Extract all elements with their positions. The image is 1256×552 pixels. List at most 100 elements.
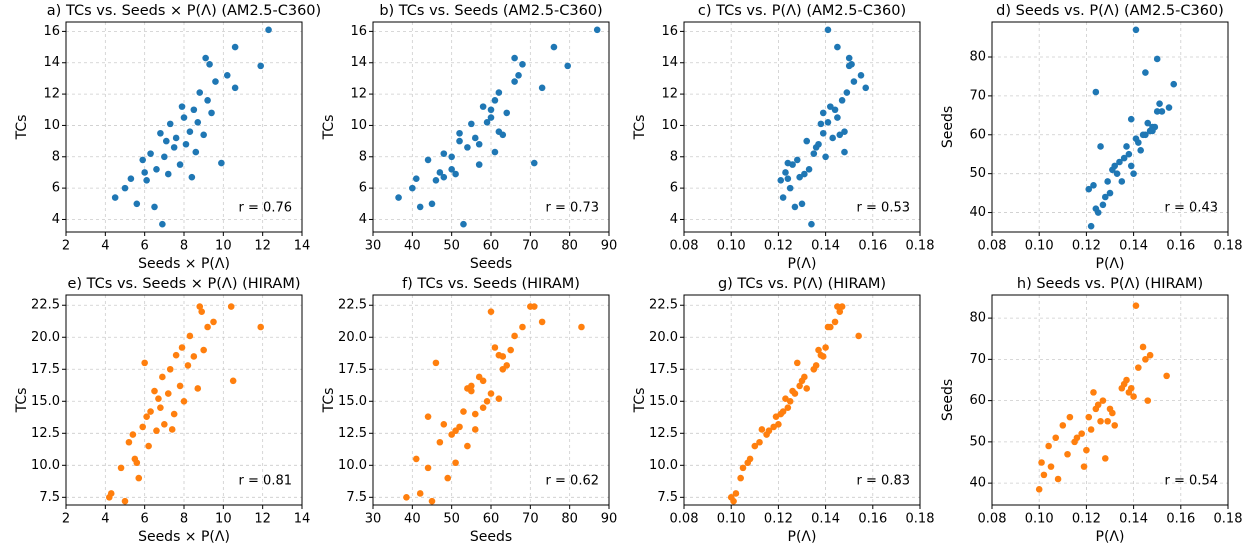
point [550, 43, 558, 51]
point [139, 156, 146, 164]
x-tick-label: 70 [522, 512, 539, 527]
point [157, 404, 164, 411]
point [151, 387, 158, 395]
point [194, 385, 202, 392]
point [862, 84, 870, 92]
point [161, 153, 168, 161]
point [732, 490, 740, 497]
point [1156, 100, 1163, 107]
plot-frame [372, 21, 610, 233]
y-axis-label: TCs [321, 388, 337, 414]
point [180, 114, 188, 121]
point [1059, 422, 1067, 429]
point [129, 431, 137, 438]
point [471, 410, 479, 418]
point [432, 359, 440, 367]
point [479, 377, 487, 385]
annotation: r = 0.53 [857, 201, 910, 216]
point [758, 426, 766, 433]
point [452, 427, 459, 435]
x-tick-label: 0.10 [1025, 512, 1054, 527]
point [170, 410, 178, 418]
point [819, 353, 827, 360]
x-tick-label: 0.14 [811, 512, 840, 527]
point [822, 153, 829, 161]
x-tick-label: 12 [254, 512, 271, 527]
point [1092, 205, 1100, 212]
point [190, 106, 198, 114]
point [1099, 201, 1107, 209]
title: e) TCs vs. Seeds × P(Λ) (HIRAM) [67, 276, 300, 292]
point [166, 365, 174, 373]
point [779, 194, 787, 201]
point [1113, 170, 1121, 177]
y-tick-label: 12.5 [31, 426, 60, 441]
point [257, 62, 265, 70]
point [824, 118, 832, 126]
point [436, 438, 444, 446]
point [487, 114, 495, 121]
x-tick-label: 0.16 [858, 512, 887, 527]
x-tick-label: 2 [62, 512, 70, 527]
point [824, 26, 832, 34]
point [777, 176, 785, 184]
point [1153, 108, 1161, 115]
point [468, 120, 475, 128]
point [819, 129, 827, 137]
point [190, 353, 198, 360]
y-axis-label: TCs [14, 115, 30, 141]
point [153, 166, 160, 173]
y-tick-label: 6 [670, 181, 678, 196]
point [511, 332, 518, 340]
y-tick-label: 50 [969, 166, 986, 181]
point [775, 421, 782, 428]
point [141, 169, 148, 176]
point [834, 303, 841, 310]
point [196, 89, 204, 96]
y-tick-label: 6 [359, 181, 367, 196]
point [200, 131, 207, 139]
y-tick-label: 20.0 [338, 330, 367, 345]
point [1099, 397, 1107, 404]
point [784, 159, 792, 167]
point [1087, 426, 1095, 433]
point [843, 89, 851, 96]
point [1127, 115, 1135, 123]
x-tick-label: 0.18 [1214, 512, 1243, 527]
x-axis-label: P(Λ) [788, 529, 817, 545]
point [538, 318, 546, 326]
point [1040, 471, 1048, 479]
point [452, 170, 459, 178]
point [796, 173, 803, 181]
y-axis-label: TCs [14, 388, 30, 414]
plot-frame [65, 21, 303, 233]
point [487, 106, 495, 114]
x-tick-label: 0.12 [1072, 239, 1101, 254]
plot-frame [991, 294, 1229, 506]
point [184, 362, 192, 369]
point [1104, 178, 1111, 185]
point [1132, 135, 1140, 142]
point [841, 128, 848, 136]
point [730, 497, 737, 505]
x-tick-label: 4 [101, 512, 109, 527]
x-tick-label: 40 [404, 239, 421, 254]
point [133, 200, 141, 208]
x-tick-label: 40 [404, 512, 421, 527]
point [850, 78, 858, 85]
point [1118, 178, 1126, 185]
x-tick-label: 0.08 [670, 239, 699, 254]
point [824, 323, 832, 331]
point [182, 140, 190, 148]
point [782, 395, 789, 403]
point [834, 43, 841, 51]
point [796, 382, 803, 390]
point [1139, 343, 1147, 351]
point [834, 114, 841, 121]
point [838, 97, 846, 104]
point [186, 128, 194, 136]
point [1130, 393, 1137, 400]
point [471, 426, 479, 433]
x-tick-label: 0.18 [1214, 239, 1243, 254]
